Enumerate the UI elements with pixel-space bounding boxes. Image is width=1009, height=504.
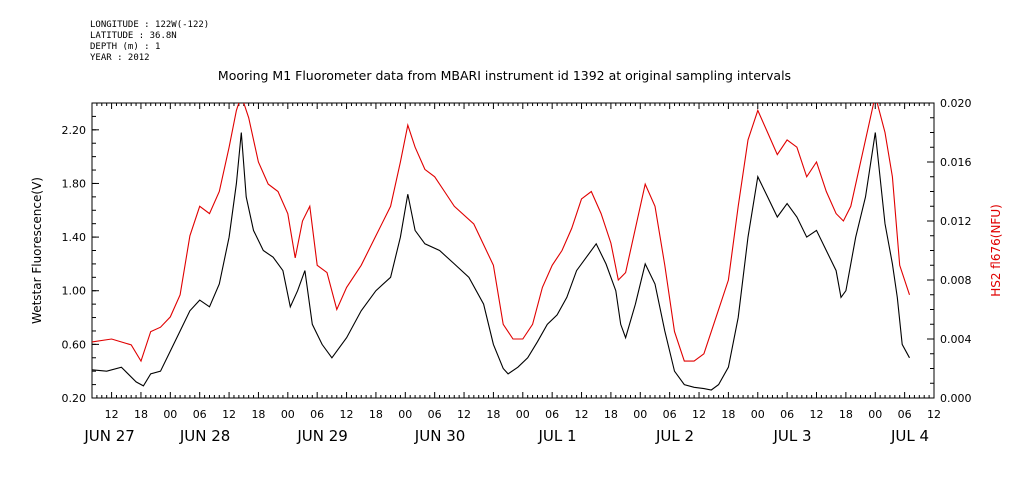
x-date-label: JUL 2 — [655, 427, 694, 445]
x-tick-label: 18 — [839, 408, 853, 421]
x-date-label: JUN 30 — [414, 427, 465, 445]
x-tick-label: 12 — [692, 408, 706, 421]
metadata-year: YEAR : 2012 — [90, 53, 150, 63]
y-tick-label-right: 0.000 — [940, 392, 972, 405]
x-tick-label: 06 — [310, 408, 324, 421]
x-tick-label: 06 — [898, 408, 912, 421]
x-tick-label: 00 — [751, 408, 765, 421]
y-tick-label-left: 1.40 — [62, 231, 87, 244]
x-date-label: JUN 29 — [296, 427, 347, 445]
x-tick-label: 06 — [663, 408, 677, 421]
x-date-label: JUN 28 — [179, 427, 230, 445]
x-tick-label: 12 — [927, 408, 941, 421]
x-tick-label: 12 — [810, 408, 824, 421]
x-tick-label: 06 — [428, 408, 442, 421]
series-line-hs2 — [92, 103, 911, 363]
x-tick-label: 12 — [340, 408, 354, 421]
metadata-longitude: LONGITUDE : 122W(-122) — [90, 20, 210, 30]
y-tick-label-right: 0.008 — [940, 274, 972, 287]
x-tick-label: 00 — [868, 408, 882, 421]
y-tick-label-right: 0.020 — [940, 97, 972, 110]
x-date-label: JUL 1 — [537, 427, 576, 445]
x-tick-label: 12 — [575, 408, 589, 421]
y-tick-label-right: 0.004 — [940, 333, 972, 346]
x-tick-label: 12 — [222, 408, 236, 421]
y-tick-label-left: 1.00 — [62, 285, 87, 298]
x-tick-label: 12 — [457, 408, 471, 421]
x-date-label: JUL 4 — [890, 427, 929, 445]
y-axis-label-left: Wetstar Fluorescence(V) — [30, 177, 44, 324]
y-tick-label-right: 0.016 — [940, 156, 972, 169]
x-tick-label: 12 — [105, 408, 119, 421]
y-tick-label-left: 2.20 — [62, 124, 87, 137]
x-tick-label: 06 — [780, 408, 794, 421]
chart-title: Mooring M1 Fluorometer data from MBARI i… — [217, 68, 792, 83]
y-tick-label-right: 0.012 — [940, 215, 972, 228]
x-tick-label: 18 — [604, 408, 618, 421]
x-date-label: JUN 27 — [83, 427, 134, 445]
x-date-label: JUL 3 — [772, 427, 811, 445]
x-tick-label: 18 — [369, 408, 383, 421]
x-tick-label: 18 — [251, 408, 265, 421]
x-tick-label: 00 — [633, 408, 647, 421]
y-tick-label-left: 0.60 — [62, 338, 87, 351]
x-tick-label: 18 — [721, 408, 735, 421]
series-line-wetstar — [92, 132, 910, 391]
x-tick-label: 06 — [193, 408, 207, 421]
x-tick-label: 06 — [545, 408, 559, 421]
x-tick-label: 00 — [281, 408, 295, 421]
metadata-latitude: LATITUDE : 36.8N — [90, 31, 177, 41]
y-tick-label-left: 0.20 — [62, 392, 87, 405]
y-tick-label-left: 1.80 — [62, 177, 87, 190]
x-tick-label: 18 — [486, 408, 500, 421]
x-tick-label: 00 — [398, 408, 412, 421]
x-tick-label: 00 — [516, 408, 530, 421]
x-tick-label: 00 — [163, 408, 177, 421]
x-tick-label: 18 — [134, 408, 148, 421]
metadata-block: LONGITUDE : 122W(-122) LATITUDE : 36.8N … — [90, 20, 209, 64]
metadata-depth: DEPTH (m) : 1 — [90, 42, 161, 52]
y-axis-label-right: HS2 fl676(NFU) — [989, 204, 1003, 297]
plot-frame — [91, 102, 935, 399]
